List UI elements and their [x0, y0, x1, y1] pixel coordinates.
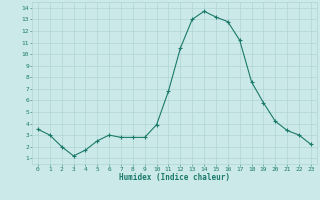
X-axis label: Humidex (Indice chaleur): Humidex (Indice chaleur): [119, 173, 230, 182]
